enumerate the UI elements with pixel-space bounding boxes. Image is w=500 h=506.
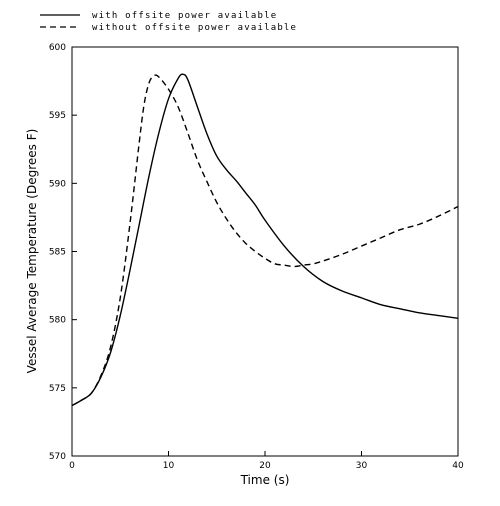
y-tick-label-0: 570 bbox=[49, 452, 66, 462]
x-tick-label-2: 20 bbox=[259, 461, 271, 471]
series-layer bbox=[71, 73, 459, 407]
y-tick-label-3: 585 bbox=[49, 248, 66, 258]
plot-frame bbox=[71, 46, 459, 457]
y-axis-label: Vessel Average Temperature (Degrees F) bbox=[25, 129, 39, 374]
x-tick-label-4: 40 bbox=[452, 461, 464, 471]
y-tick-label-6: 600 bbox=[49, 43, 66, 53]
legend-label-solid: with offsite power available bbox=[92, 11, 277, 21]
x-tick-label-3: 30 bbox=[356, 461, 368, 471]
x-axis-label: Time (s) bbox=[240, 473, 290, 487]
y-tick-label-1: 575 bbox=[49, 384, 66, 394]
x-tick-label-0: 0 bbox=[69, 461, 75, 471]
series-line-dashed bbox=[71, 74, 459, 407]
y-tick-label-4: 590 bbox=[49, 179, 66, 189]
y-tick-label-2: 580 bbox=[49, 316, 66, 326]
legend-label-dashed: without offsite power available bbox=[92, 23, 297, 33]
legend: with offsite power available without off… bbox=[40, 11, 297, 33]
y-tick-label-5: 595 bbox=[49, 111, 66, 121]
series-line-solid bbox=[71, 73, 459, 407]
ticks-layer: 0 10 20 30 40 570 575 580 585 590 595 600 bbox=[49, 43, 464, 471]
x-tick-label-1: 10 bbox=[163, 461, 175, 471]
